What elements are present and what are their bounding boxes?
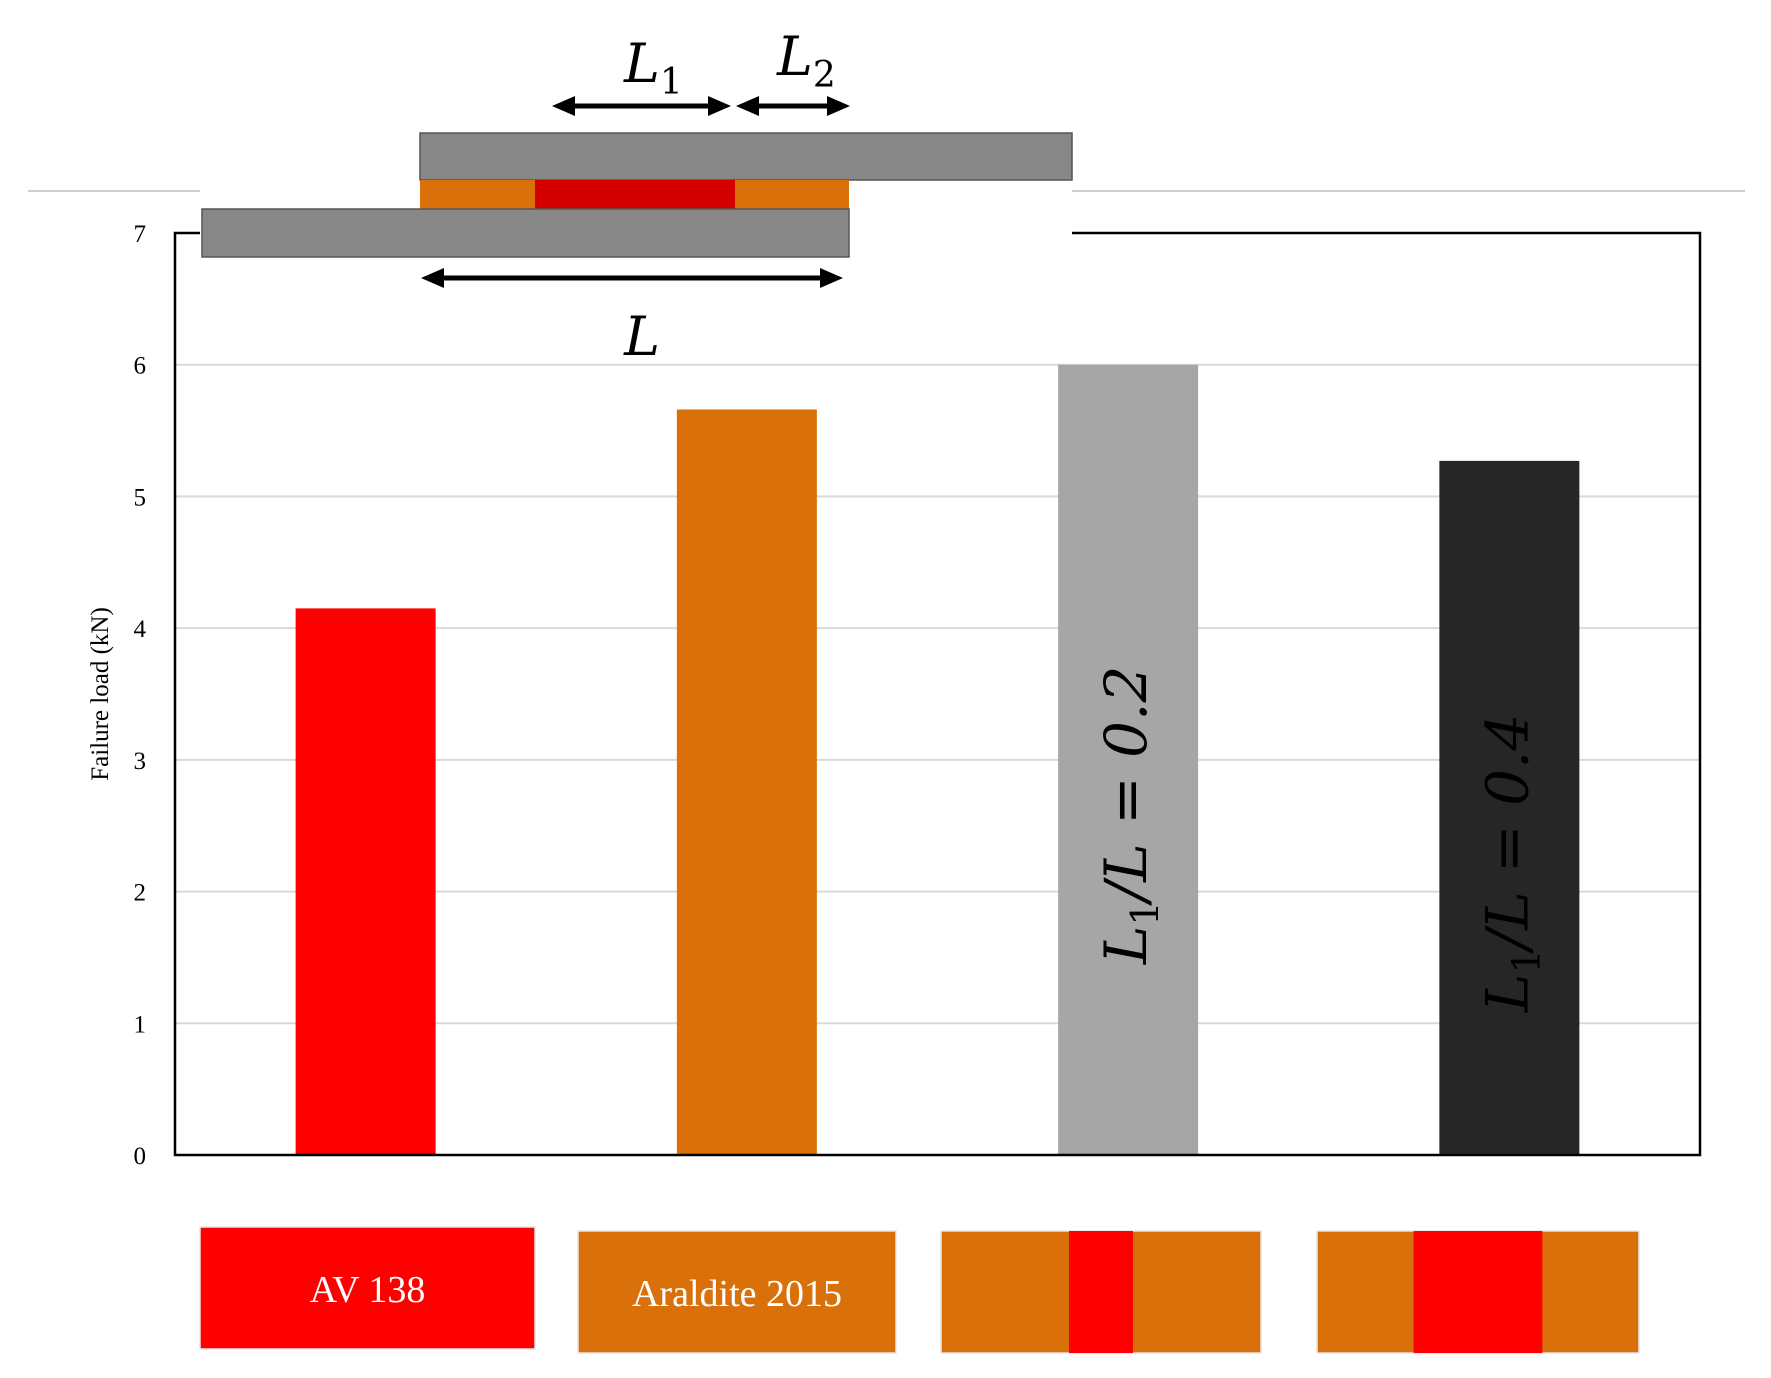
bar [676, 409, 817, 1155]
legend-swatch [940, 1230, 1262, 1354]
bar-label: L1/L = 0.4 [1473, 714, 1548, 1013]
y-tick-label: 1 [134, 1011, 147, 1038]
l2-dimension-arrow [736, 96, 850, 116]
l-dimension-arrow [421, 268, 843, 288]
lower-adherend [201, 208, 850, 258]
y-tick-label: 5 [134, 484, 147, 511]
adhesive-outer-left [420, 180, 535, 209]
bars [295, 364, 1580, 1155]
legend-swatch: Araldite 2015 [577, 1230, 897, 1354]
bar [1439, 460, 1580, 1155]
l-label: L [623, 305, 660, 368]
legend-swatch: AV 138 [199, 1226, 536, 1350]
y-tick-label: 4 [134, 616, 147, 643]
swatch-body [577, 1230, 897, 1354]
upper-adherend [419, 132, 1073, 181]
swatch-label: AV 138 [310, 1269, 426, 1311]
l1-label: L1 [623, 32, 683, 103]
y-tick-label: 7 [134, 221, 147, 248]
joint-diagram: L1 L2 L [200, 25, 1073, 368]
adhesive-outer-right [735, 180, 849, 209]
swatch-label: Araldite 2015 [632, 1273, 842, 1315]
y-tick-label: 2 [134, 880, 147, 907]
l1-dimension-arrow [552, 96, 731, 116]
y-tick-label: 6 [134, 353, 147, 380]
l2-label: L2 [776, 25, 836, 96]
swatch-inner-adhesive [1069, 1231, 1133, 1353]
adhesive-inner [535, 180, 735, 209]
swatch-body [199, 1226, 536, 1350]
bar [295, 608, 436, 1155]
legend-swatches: AV 138 Araldite 2015 [199, 1226, 1640, 1354]
legend-swatch [1316, 1230, 1640, 1354]
bar-labels: L1/L = 0.2 L1/L = 0.4 [1092, 666, 1548, 1014]
bar [1058, 364, 1199, 1155]
y-tick-label: 0 [134, 1143, 147, 1170]
y-tick-label: 3 [134, 748, 147, 775]
swatch-inner-adhesive [1413, 1231, 1543, 1353]
y-tick-labels: 0 1 2 3 4 5 6 7 [134, 221, 147, 1170]
bar-label: L1/L = 0.2 [1092, 666, 1167, 965]
y-axis-title: Failure load (kN) [87, 607, 114, 781]
